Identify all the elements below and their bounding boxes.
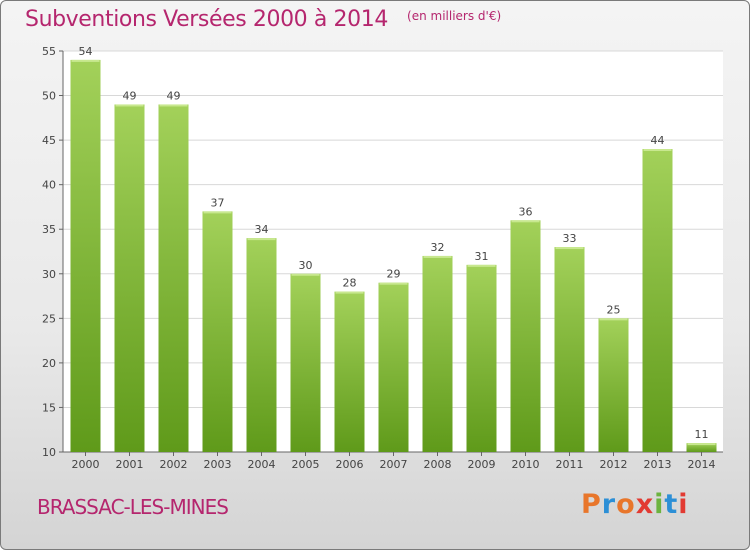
bar-value-label: 11 [695,428,709,441]
bar-value-label: 49 [167,89,181,102]
bar-highlight [291,273,320,276]
bar [686,443,717,452]
bar-value-label: 32 [431,241,445,254]
y-tick-label: 35 [42,223,56,236]
logo-letter: i [678,489,689,520]
logo-letter: i [654,489,665,520]
bar-highlight [71,59,100,62]
bar-value-label: 37 [211,196,225,209]
bar-highlight [423,255,452,258]
logo-letter: P [581,489,602,520]
y-tick-label: 45 [42,134,56,147]
x-tick-label: 2009 [468,458,496,471]
bar-value-label: 34 [255,223,269,236]
bar-highlight [643,149,672,152]
bar [246,238,277,452]
x-tick-label: 2011 [556,458,584,471]
bar [70,59,101,453]
x-tick-label: 2012 [600,458,628,471]
x-tick-label: 2000 [72,458,100,471]
x-tick-label: 2002 [160,458,188,471]
bar [378,282,409,452]
bar [422,255,453,452]
bar [554,247,585,452]
bar-value-label: 29 [387,268,401,281]
x-tick-label: 2010 [512,458,540,471]
chart-title: Subventions Versées 2000 à 2014 [25,7,388,32]
bar [334,291,365,452]
bar-highlight [159,104,188,107]
bar-highlight [115,104,144,107]
x-tick-label: 2013 [644,458,672,471]
y-tick-label: 15 [42,401,56,414]
y-tick-label: 30 [42,268,56,281]
x-tick-label: 2004 [248,458,276,471]
bar-highlight [203,211,232,214]
logo-letter: r [601,489,617,520]
bar [466,264,497,452]
bar [642,149,673,452]
y-tick-label: 55 [42,45,56,58]
logo-letter: t [664,489,679,520]
chart-subtitle: (en milliers d'€) [407,9,502,23]
x-tick-label: 2008 [424,458,452,471]
bar-value-label: 49 [123,89,137,102]
logo-letter: o [616,489,636,520]
bar-highlight [511,220,540,223]
town-name: BRASSAC-LES-MINES [37,495,229,519]
bar-value-label: 30 [299,259,313,272]
bar-value-label: 31 [475,250,489,263]
bar [510,220,541,452]
bar [158,104,189,452]
x-tick-label: 2005 [292,458,320,471]
bar-value-label: 25 [607,303,621,316]
logo-letter: x [635,489,655,520]
x-tick-label: 2006 [336,458,364,471]
bar-highlight [467,264,496,267]
bar-highlight [687,443,716,446]
bar [290,273,321,452]
bar-highlight [335,291,364,294]
bar-highlight [555,247,584,250]
y-tick-label: 25 [42,312,56,325]
proxiti-logo: Proxiti [581,489,689,520]
x-tick-label: 2007 [380,458,408,471]
bar [598,318,629,452]
x-tick-label: 2003 [204,458,232,471]
bar-highlight [599,318,628,321]
y-tick-label: 40 [42,179,56,192]
bar-value-label: 44 [651,134,665,147]
bar [114,104,145,452]
bar-highlight [379,282,408,285]
bar-value-label: 28 [343,277,357,290]
bar-value-label: 54 [79,45,93,58]
y-tick-label: 20 [42,357,56,370]
y-tick-label: 50 [42,90,56,103]
bar-highlight [247,238,276,241]
title-row: Subventions Versées 2000 à 2014 (en mill… [25,7,501,32]
x-tick-label: 2014 [688,458,716,471]
bar-value-label: 36 [519,205,533,218]
y-tick-label: 10 [42,446,56,459]
x-tick-label: 2001 [116,458,144,471]
bar-value-label: 33 [563,232,577,245]
bar [202,211,233,452]
